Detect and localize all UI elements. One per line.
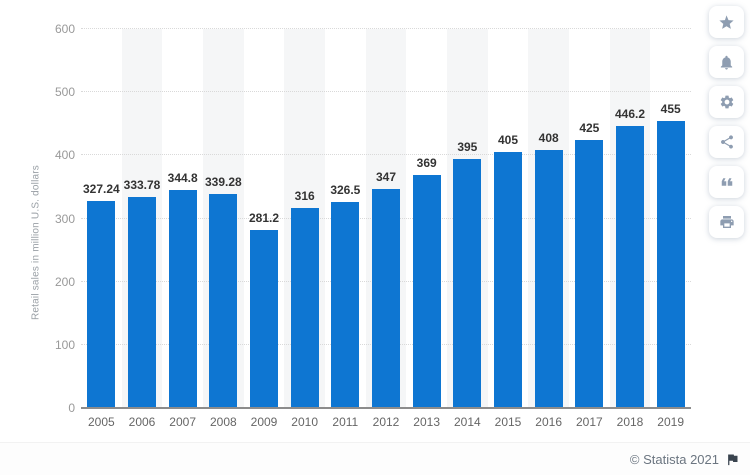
x-axis-label: 2012 xyxy=(372,415,400,429)
bar[interactable] xyxy=(534,150,563,408)
bar-value-label: 347 xyxy=(375,169,397,184)
bar[interactable] xyxy=(412,174,441,408)
y-axis-tick-label: 200 xyxy=(54,274,75,289)
y-axis-tick-label: 500 xyxy=(54,85,75,100)
bell-icon xyxy=(720,55,733,70)
gridline xyxy=(81,28,691,29)
x-axis-label: 2019 xyxy=(657,415,685,429)
flag-icon xyxy=(728,454,738,465)
x-axis-label: 2017 xyxy=(575,415,603,429)
share-button[interactable] xyxy=(709,126,744,158)
quote-icon xyxy=(721,178,732,186)
bar[interactable] xyxy=(575,139,604,408)
bar-value-label: 344.8 xyxy=(167,171,198,186)
x-axis-label: 2007 xyxy=(169,415,197,429)
bar[interactable] xyxy=(128,197,156,408)
y-axis-tick-label: 600 xyxy=(54,22,75,36)
bar[interactable] xyxy=(209,193,238,408)
settings-button[interactable] xyxy=(709,86,744,118)
bar-value-label: 327.24 xyxy=(82,182,120,197)
bar-value-label: 326.5 xyxy=(330,182,361,197)
print-button[interactable] xyxy=(709,206,744,238)
x-axis-label: 2005 xyxy=(87,415,115,429)
x-axis-line xyxy=(81,407,691,409)
x-axis-label: 2006 xyxy=(128,415,156,429)
alerts-button[interactable] xyxy=(709,46,744,78)
bar[interactable] xyxy=(453,158,482,408)
bar-value-label: 408 xyxy=(538,131,559,146)
bar-value-label: 281.2 xyxy=(248,211,280,226)
x-axis-label: 2015 xyxy=(494,415,522,429)
x-axis-label: 2010 xyxy=(291,415,319,429)
copyright-text: © Statista 2021 xyxy=(629,451,719,467)
favorite-button[interactable] xyxy=(709,6,744,38)
bar[interactable] xyxy=(290,208,319,408)
x-axis-label: 2011 xyxy=(332,415,359,429)
x-axis-label: 2016 xyxy=(535,415,563,429)
x-axis-label: 2013 xyxy=(413,415,441,429)
x-axis-label: 2009 xyxy=(250,415,278,429)
printer-icon xyxy=(719,216,734,228)
bar-value-label: 425 xyxy=(579,120,600,135)
bar-value-label: 369 xyxy=(416,155,437,170)
bar-value-label: 316 xyxy=(294,189,315,204)
bar[interactable] xyxy=(87,201,116,408)
share-icon xyxy=(720,135,733,149)
bar[interactable] xyxy=(331,201,360,408)
bar[interactable] xyxy=(616,126,644,408)
x-axis-label: 2014 xyxy=(453,415,481,429)
gear-icon xyxy=(720,95,733,109)
bar-value-label: 339.28 xyxy=(204,174,242,189)
bar-value-label: 333.78 xyxy=(123,178,161,193)
bar-value-label: 405 xyxy=(497,133,519,148)
y-axis-tick-label: 400 xyxy=(54,148,75,163)
gridline xyxy=(81,154,691,156)
bar-value-label: 455 xyxy=(660,101,681,116)
star-icon xyxy=(719,14,734,29)
bar[interactable] xyxy=(372,188,400,408)
y-axis-tick-label: 0 xyxy=(68,401,75,415)
bar-value-label: 395 xyxy=(457,139,478,154)
footer: © Statista 2021 xyxy=(0,442,750,475)
bar[interactable] xyxy=(656,120,685,408)
cite-button[interactable] xyxy=(709,166,744,198)
bar[interactable] xyxy=(494,152,522,408)
y-axis-tick-label: 100 xyxy=(54,337,75,352)
bar[interactable] xyxy=(168,190,197,408)
x-axis-label: 2018 xyxy=(616,415,644,429)
bar-value-label: 446.2 xyxy=(614,107,646,122)
bar[interactable] xyxy=(250,230,278,408)
plot-area: 327.24 2005 333.78 2006 344.8 2007 339.28 2008 2… xyxy=(81,28,691,429)
gridline xyxy=(81,91,691,93)
x-axis-label: 2008 xyxy=(209,415,237,429)
y-axis-tick-label: 300 xyxy=(54,211,75,226)
